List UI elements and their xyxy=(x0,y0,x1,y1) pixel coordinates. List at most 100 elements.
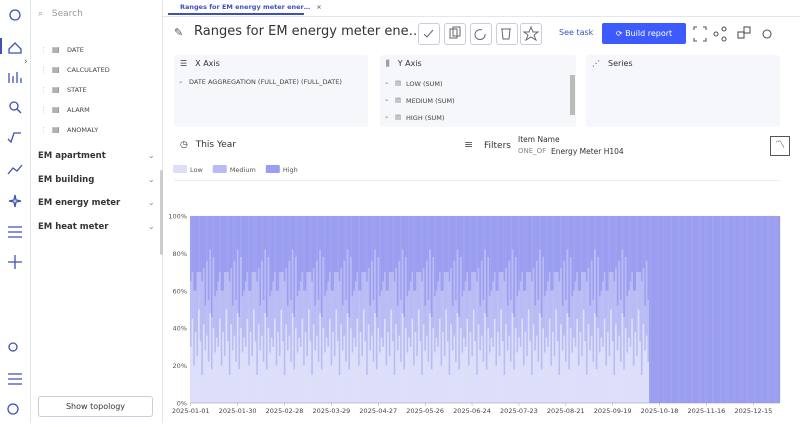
charts-icon[interactable] xyxy=(8,72,22,83)
tab-close[interactable]: × xyxy=(316,3,322,11)
axis-item: HIGH (SUM) xyxy=(406,114,445,122)
bar-segment xyxy=(642,216,645,269)
bar-segment xyxy=(371,216,373,261)
bar-segment xyxy=(550,216,553,291)
bar-segment xyxy=(586,281,588,375)
home-icon[interactable] xyxy=(8,42,22,54)
fullscreen-icon[interactable] xyxy=(693,26,707,42)
ai-icon[interactable] xyxy=(8,194,22,208)
bar-segment xyxy=(707,216,710,403)
share-icon[interactable] xyxy=(721,36,727,42)
bar-segment xyxy=(383,318,386,403)
bar-segment xyxy=(442,216,444,291)
x-tick-label: 2025-08-21 xyxy=(547,407,585,415)
favorite-button[interactable] xyxy=(520,23,542,45)
bar-segment xyxy=(272,346,275,403)
bar-segment xyxy=(451,216,454,306)
bar-segment xyxy=(611,341,614,403)
filters-icon[interactable]: ≡ xyxy=(464,138,474,151)
period-selector[interactable]: ◷ This Year xyxy=(180,140,237,150)
axis-item-chevron: ⌄ xyxy=(384,112,390,120)
bar-segment xyxy=(244,281,247,347)
bar-segment xyxy=(324,216,326,297)
bar-segment xyxy=(522,216,525,291)
bar-segment xyxy=(333,216,336,273)
panel-scrollbar[interactable] xyxy=(570,75,575,115)
bar-segment xyxy=(582,309,585,403)
search-field[interactable]: ⌕ Search xyxy=(38,9,83,19)
bar-segment xyxy=(459,257,462,329)
scrollbar[interactable] xyxy=(160,170,163,255)
bar-segment xyxy=(212,328,215,403)
collapse-arrow[interactable]: › xyxy=(24,57,28,67)
bar-segment xyxy=(579,216,582,291)
bar-segment xyxy=(372,361,375,403)
bar-segment xyxy=(624,257,627,329)
bar-segment xyxy=(207,216,210,301)
settings-icon[interactable] xyxy=(8,342,18,352)
bar-segment xyxy=(272,216,275,282)
group-item[interactable]: EM apartment xyxy=(38,151,106,161)
bar-segment xyxy=(548,318,551,403)
bar-segment xyxy=(710,216,713,403)
bar-segment xyxy=(555,272,558,310)
show-topology-button[interactable]: Show topology xyxy=(38,396,153,417)
bar-segment xyxy=(430,369,433,403)
group-item[interactable]: EM heat meter xyxy=(38,221,109,232)
bar-segment xyxy=(581,356,583,403)
add-icon[interactable] xyxy=(8,255,22,269)
bar-segment xyxy=(214,296,217,353)
bar-segment xyxy=(274,216,276,273)
settings-icon[interactable] xyxy=(762,29,772,39)
chart-type-button[interactable]: 〽 xyxy=(770,136,790,156)
bar-segment xyxy=(775,216,777,403)
export-icon[interactable] xyxy=(743,26,751,34)
bar-segment xyxy=(500,309,503,403)
bar-segment xyxy=(322,257,325,329)
bar-segment xyxy=(644,216,646,306)
bar-segment xyxy=(610,272,613,310)
formula-icon[interactable] xyxy=(7,132,21,144)
refresh-button[interactable] xyxy=(470,23,492,45)
bar-segment xyxy=(640,281,643,375)
bar-segment xyxy=(353,216,356,291)
bar-segment xyxy=(456,216,459,250)
bar-segment xyxy=(346,313,349,403)
list-icon[interactable] xyxy=(8,226,22,238)
see-task-link[interactable]: See task xyxy=(559,28,594,37)
tab[interactable]: Ranges for EM energy meter ener… × xyxy=(168,0,322,15)
bar-segment xyxy=(544,352,546,403)
bar-segment xyxy=(522,365,525,403)
edit-icon[interactable]: ✎ xyxy=(174,26,184,39)
bar-segment xyxy=(544,216,546,297)
bar-segment xyxy=(459,328,462,403)
bar-segment xyxy=(395,324,398,403)
group-item[interactable]: EM energy meter xyxy=(38,198,121,208)
bar-segment xyxy=(632,216,635,291)
y-tick-label: 40% xyxy=(173,325,187,333)
bar-segment xyxy=(371,260,373,336)
bar-segment xyxy=(573,216,575,291)
bar-segment xyxy=(438,216,441,273)
bar-segment xyxy=(510,216,512,301)
bar-segment xyxy=(364,216,367,273)
build-report-button[interactable]: ⟳ Build report xyxy=(602,23,686,44)
bar-segment xyxy=(624,328,627,403)
user-icon[interactable] xyxy=(7,403,19,415)
filters-label[interactable]: Filters xyxy=(484,141,511,151)
bar-segment xyxy=(712,216,714,403)
logo xyxy=(9,9,21,21)
filters-icon[interactable] xyxy=(8,373,22,385)
bar-segment xyxy=(306,272,309,357)
trend-icon[interactable] xyxy=(7,164,23,175)
bar-segment xyxy=(332,331,335,403)
chart-divider xyxy=(174,180,780,181)
bar-segment xyxy=(513,316,516,370)
bar-segment xyxy=(351,352,354,403)
bar-segment xyxy=(398,335,401,403)
search-icon[interactable] xyxy=(9,101,19,111)
y-tick-label: 0% xyxy=(177,400,187,408)
bar-segment xyxy=(590,216,593,261)
bar-segment xyxy=(424,216,427,306)
group-item[interactable]: EM building xyxy=(38,174,95,185)
